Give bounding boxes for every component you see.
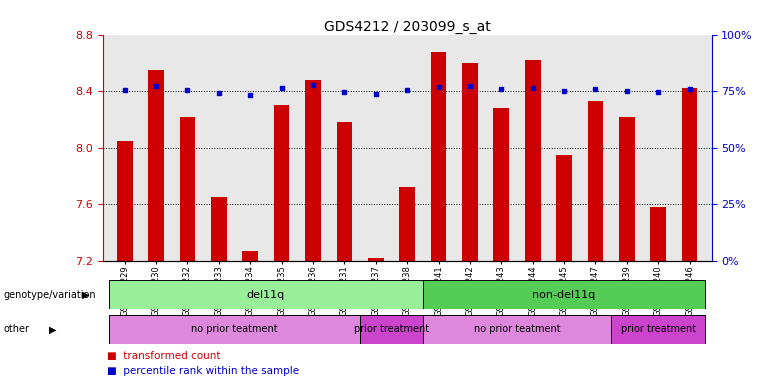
Bar [423,315,611,344]
Text: ■  transformed count: ■ transformed count [107,351,220,361]
Text: ■  percentile rank within the sample: ■ percentile rank within the sample [107,366,298,376]
Bar [400,187,415,261]
Bar [682,88,697,261]
Bar [587,101,603,261]
Bar [211,197,227,261]
Text: prior treatment: prior treatment [354,324,429,334]
Bar [493,108,509,261]
Bar [360,315,423,344]
Text: no prior teatment: no prior teatment [191,324,278,334]
Bar [180,117,196,261]
Text: ▶: ▶ [49,324,57,334]
Bar [431,51,447,261]
Title: GDS4212 / 203099_s_at: GDS4212 / 203099_s_at [323,20,491,33]
Text: no prior teatment: no prior teatment [473,324,560,334]
Bar [117,141,132,261]
Bar [619,117,635,261]
Bar [423,280,705,309]
Bar [336,122,352,261]
Text: prior treatment: prior treatment [621,324,696,334]
Bar [651,207,666,261]
Bar [368,258,384,261]
Text: non-del11q: non-del11q [533,290,596,300]
Bar [556,155,572,261]
Text: other: other [4,324,30,334]
Bar [274,105,289,261]
Bar [109,280,423,309]
Text: ▶: ▶ [82,290,90,300]
Bar [462,63,478,261]
Text: genotype/variation: genotype/variation [4,290,97,300]
Bar [525,60,540,261]
Bar [243,251,258,261]
Bar [305,80,321,261]
Text: del11q: del11q [247,290,285,300]
Bar [109,315,360,344]
Bar [611,315,705,344]
Bar [148,70,164,261]
